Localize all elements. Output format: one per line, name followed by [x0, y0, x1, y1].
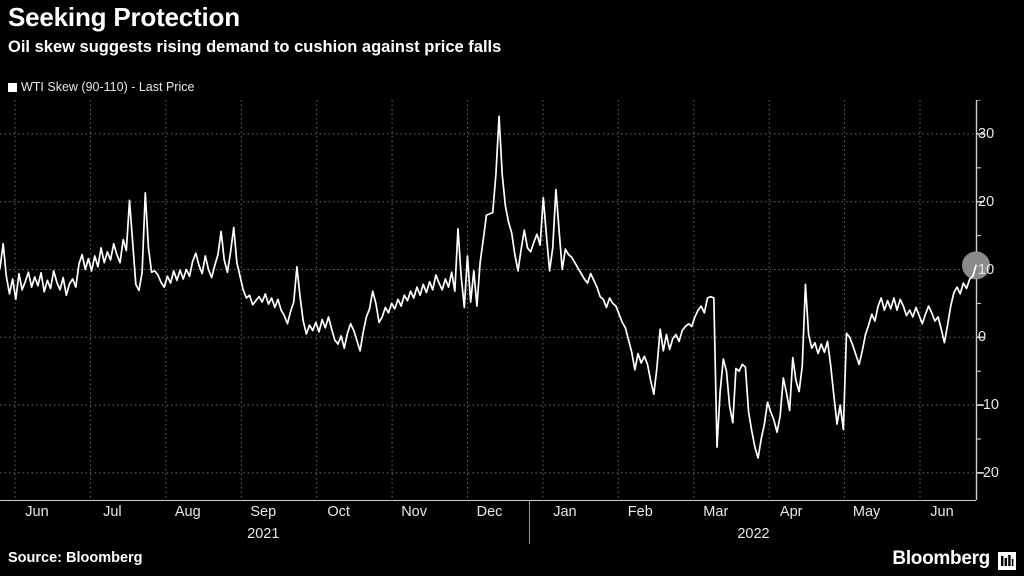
x-axis-label: Nov	[401, 504, 427, 520]
horizontal-gridlines	[0, 133, 976, 474]
y-axis-label: 20	[978, 193, 995, 210]
y-axis-label: 10	[978, 261, 995, 278]
x-axis-year-label: 2022	[737, 526, 770, 542]
x-axis-label: Dec	[476, 504, 503, 520]
x-axis-label: Jun	[25, 504, 49, 520]
y-axis-label: -10	[978, 397, 999, 414]
chart-header: Seeking Protection Oil skew suggests ris…	[0, 0, 1024, 68]
x-axis-label: Aug	[174, 504, 201, 520]
x-axis: Jun Jul Aug Sep Oct Nov Dec Jan Feb Mar Apr May Jun …	[0, 500, 1024, 546]
y-axis-label: -20	[978, 464, 999, 481]
x-axis-label: Jul	[103, 504, 122, 520]
vertical-gridlines	[14, 100, 921, 500]
bloomberg-wordmark: Bloomberg	[892, 548, 990, 569]
legend-swatch-icon	[8, 82, 17, 92]
x-axis-line	[0, 500, 976, 501]
year-separator	[528, 500, 530, 544]
x-axis-year-label: 2021	[247, 526, 280, 542]
chart-canvas	[0, 100, 990, 500]
x-axis-label: Mar	[703, 504, 729, 520]
series-line-wti-skew	[0, 115, 977, 459]
x-axis-label: Jan	[553, 504, 577, 520]
x-axis-label: Jun	[930, 504, 954, 520]
x-axis-label: Apr	[779, 504, 803, 520]
page-title: Seeking Protection	[8, 2, 240, 32]
x-axis-label: Sep	[250, 504, 277, 520]
page-subtitle: Oil skew suggests rising demand to cushi…	[8, 38, 502, 56]
legend-series-label: WTI Skew (90-110) - Last Price	[21, 80, 195, 94]
x-axis-label: Oct	[327, 504, 350, 520]
x-axis-label: Feb	[627, 504, 653, 520]
y-axis-labels: 30 20 10 0 -10 -20	[978, 100, 1024, 500]
x-axis-label: May	[852, 504, 881, 520]
chart-footer: Source: Bloomberg Bloomberg	[0, 548, 1024, 576]
bloomberg-logo-icon	[998, 552, 1016, 570]
source-attribution: Source: Bloomberg	[8, 550, 143, 566]
chart-legend[interactable]: WTI Skew (90-110) - Last Price	[8, 78, 194, 96]
chart-plot-area	[0, 100, 1024, 500]
y-axis-label: 0	[978, 329, 987, 346]
y-axis-label: 30	[978, 125, 995, 142]
